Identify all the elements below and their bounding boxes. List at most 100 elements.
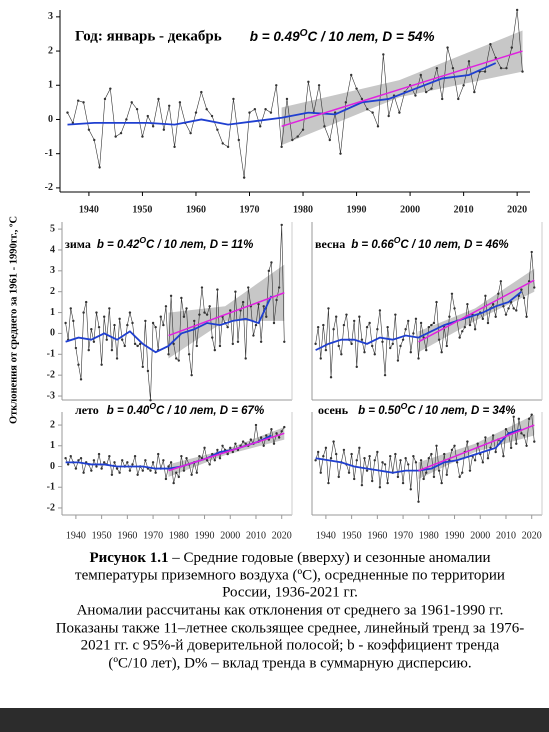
anomaly-point [121, 459, 124, 462]
anomaly-point [486, 321, 490, 325]
anomaly-point [424, 90, 428, 94]
anomaly-point [231, 450, 235, 454]
anomaly-point [409, 351, 412, 354]
anomaly-point [131, 321, 134, 325]
anomaly-point [530, 250, 533, 254]
anomaly-point [254, 323, 258, 327]
anomaly-point [151, 125, 155, 128]
anomaly-point [476, 442, 479, 445]
anomaly-point [164, 305, 168, 308]
anomaly-point [432, 321, 436, 325]
anomaly-point [337, 344, 340, 348]
anomaly-point [113, 323, 116, 327]
anomaly-point [144, 459, 147, 462]
anomaly-point [185, 307, 188, 310]
anomaly-point [473, 459, 477, 462]
anomaly-point [376, 125, 380, 128]
anomaly-point [259, 125, 262, 128]
anomaly-point [430, 452, 433, 456]
anomaly-point [399, 344, 402, 348]
anomaly-point [267, 269, 271, 273]
trend-stat-part: C / 10 лет, D = 67% [156, 405, 264, 417]
anomaly-point [151, 321, 155, 325]
anomaly-point [419, 321, 423, 325]
anomaly-point [198, 454, 201, 458]
anomaly-point [133, 342, 137, 346]
anomaly-point [504, 313, 508, 316]
anomaly-point [450, 448, 454, 452]
anomaly-point [249, 438, 253, 441]
anomaly-point [328, 138, 331, 142]
anomaly-point [430, 323, 433, 327]
anomaly-point [435, 66, 439, 70]
x-tick-label: 1940 [66, 530, 86, 541]
anomaly-point [182, 469, 186, 472]
anomaly-point [533, 286, 536, 289]
anomaly-point [386, 325, 389, 329]
anomaly-point [363, 351, 366, 354]
confidence-band [418, 414, 535, 479]
trend-line [168, 292, 285, 337]
anomaly-point [175, 471, 178, 474]
anomaly-point [110, 473, 114, 476]
anomaly-point [218, 457, 222, 460]
anomaly-point [417, 500, 420, 503]
anomaly-point [226, 452, 229, 456]
trend-line [418, 424, 535, 472]
panel-title: весна [315, 237, 345, 251]
y-tick-label: 2 [50, 286, 55, 297]
anomaly-point [360, 338, 364, 341]
anomaly-point [360, 483, 364, 487]
anomaly-point [195, 344, 199, 348]
anomaly-point [497, 292, 500, 295]
anomaly-point [468, 323, 472, 327]
anomaly-point [391, 342, 394, 346]
trend-stat: b = 0.49OC / 10 лет, D = 54% [250, 28, 435, 44]
anomaly-point [200, 286, 204, 289]
anomaly-point [317, 84, 321, 87]
anomaly-point [332, 440, 335, 443]
anomaly-point [108, 454, 111, 458]
caption-line: Аномалии рассчитаны как отклонения от ср… [77, 602, 504, 618]
anomaly-point [455, 461, 459, 464]
anomaly-point [285, 97, 289, 101]
anomaly-point [502, 454, 505, 458]
anomaly-point [515, 442, 518, 445]
anomaly-point [97, 325, 101, 329]
anomaly-point [427, 325, 431, 329]
anomaly-point [93, 138, 96, 142]
anomaly-point [115, 357, 119, 360]
anomaly-point [280, 223, 283, 227]
anomaly-point [368, 454, 371, 458]
anomaly-point [98, 166, 101, 169]
anomaly-point [329, 376, 333, 379]
panel-title: лето [75, 403, 99, 417]
anomaly-point [466, 440, 469, 443]
anomaly-point [105, 338, 108, 341]
anomaly-point [350, 73, 353, 77]
anomaly-point [491, 434, 495, 437]
anomaly-point [252, 334, 255, 337]
anomaly-point [358, 446, 361, 450]
anomaly-point [82, 101, 85, 104]
anomaly-point [484, 294, 487, 298]
x-tick-label: 2000 [400, 204, 420, 215]
anomaly-point [481, 317, 485, 321]
trend-stat-part: b = 0.42 [97, 239, 140, 251]
anomaly-point [277, 436, 281, 439]
anomaly-point [316, 325, 320, 329]
anomaly-point [205, 459, 209, 462]
anomaly-point [190, 473, 193, 476]
anomaly-point [407, 319, 410, 323]
x-tick-label: 2020 [522, 530, 542, 541]
anomaly-point [125, 118, 128, 121]
y-tick-label: 1 [50, 440, 55, 451]
anomaly-point [167, 465, 170, 468]
anomaly-point [254, 423, 258, 427]
anomaly-point [118, 471, 121, 474]
x-tick-label: 1980 [169, 530, 189, 541]
anomaly-point [213, 348, 217, 352]
anomaly-point [162, 459, 165, 462]
anomaly-point [177, 359, 181, 362]
